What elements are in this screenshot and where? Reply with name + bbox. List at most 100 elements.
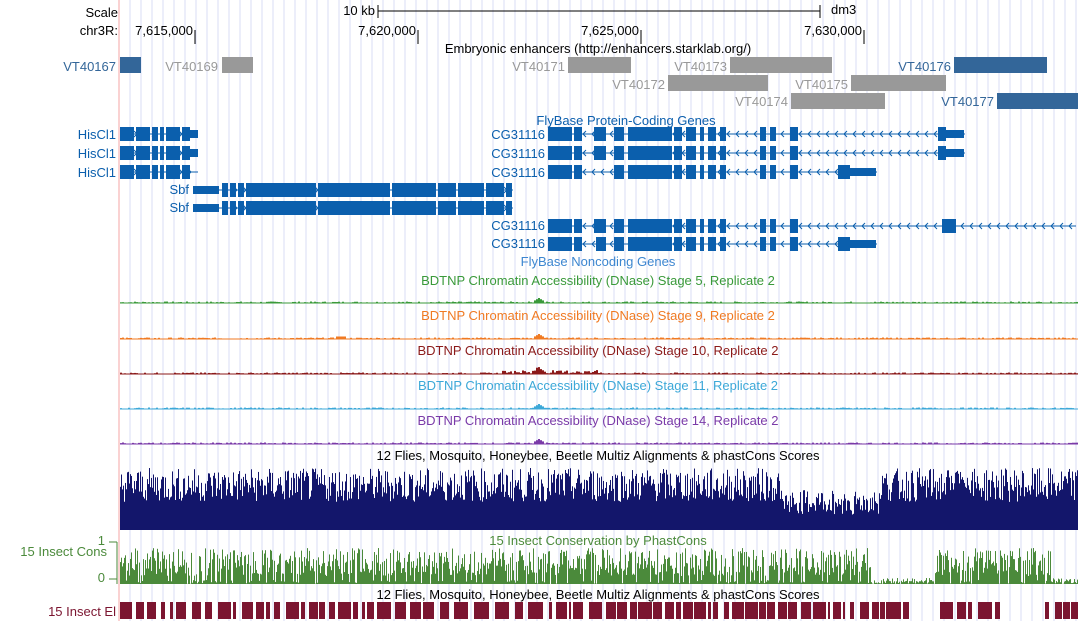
multiz-bar (755, 476, 756, 530)
conserved-element (218, 602, 231, 619)
strand-arrow (807, 149, 812, 157)
multiz-bar (879, 493, 880, 530)
gene-label[interactable]: CG31116 (491, 127, 545, 142)
conservation-bar (843, 573, 844, 584)
enhancer-feature[interactable] (730, 57, 832, 73)
signal-bar (842, 443, 844, 444)
conservation-bar (563, 551, 564, 584)
conservation-bar (291, 572, 292, 584)
enhancer-label[interactable]: VT40173 (674, 59, 727, 74)
multiz-bar (387, 471, 388, 530)
enhancer-feature[interactable] (222, 57, 253, 73)
multiz-bar (443, 490, 444, 530)
enhancer-label[interactable]: VT40175 (795, 77, 848, 92)
signal-bar (922, 407, 924, 409)
gene-label[interactable]: HisCl1 (78, 127, 116, 142)
conservation-bar (888, 579, 889, 584)
gene-label[interactable]: CG31116 (491, 165, 545, 180)
exon (166, 127, 180, 141)
side-label[interactable]: 15 Insect El (48, 604, 116, 619)
enhancer-label[interactable]: VT40174 (735, 94, 788, 109)
multiz-bar (585, 492, 586, 530)
multiz-bar (445, 499, 446, 530)
signal-bar (676, 337, 678, 339)
signal-bar (428, 372, 430, 374)
enhancers-track[interactable]: Embryonic enhancers (http://enhancers.st… (63, 41, 1078, 109)
enhancer-feature[interactable] (997, 93, 1078, 109)
enhancer-label[interactable]: VT40172 (612, 77, 665, 92)
multiz-bar (131, 475, 132, 530)
multiz-bar (724, 494, 725, 530)
signal-bar (1016, 337, 1018, 339)
signal-bar (976, 373, 978, 374)
signal-bar (742, 373, 744, 374)
multiz-track[interactable]: 12 Flies, Mosquito, Honeybee, Beetle Mul… (120, 448, 1078, 530)
gene-label[interactable]: HisCl1 (78, 146, 116, 161)
signal-bar (232, 443, 234, 444)
multiz-bar (928, 487, 929, 530)
enhancer-feature[interactable] (568, 57, 631, 73)
conservation-bar (164, 555, 165, 584)
multiz-bar (453, 497, 454, 530)
enhancer-label[interactable]: VT40177 (941, 94, 994, 109)
conserved-elements-track[interactable]: 12 Flies, Mosquito, Honeybee, Beetle Mul… (48, 587, 1078, 619)
conservation-bar (641, 552, 642, 584)
enhancer-feature[interactable] (954, 57, 1047, 73)
enhancer-label[interactable]: VT40169 (165, 59, 218, 74)
multiz-bar (126, 489, 127, 530)
signal-bar (708, 408, 710, 409)
gene-models[interactable] (120, 127, 1076, 251)
ruler-track[interactable]: Scale chr3R: 10 kb dm3 7,615,000 7,620,0… (80, 2, 865, 44)
multiz-bar (179, 498, 180, 530)
conserved-element (850, 602, 854, 619)
conservation-bar (730, 582, 731, 584)
conservation-bar (926, 578, 927, 584)
conservation-bar (432, 561, 433, 584)
multiz-bar (415, 487, 416, 530)
signal-bar (780, 338, 782, 339)
conservation-bar (219, 558, 220, 584)
enhancer-label[interactable]: VT40167 (63, 59, 116, 74)
signal-bar (718, 443, 720, 444)
signal-bar (986, 408, 988, 409)
gene-label[interactable]: Sbf (169, 182, 189, 197)
dnase-tracks[interactable]: BDTNP Chromatin Accessibility (DNase) St… (120, 273, 1078, 445)
conservation-bar (889, 581, 890, 584)
conservation-bar (1033, 548, 1034, 584)
conservation-track[interactable]: 15 Insect Conservation by PhastCons 15 I… (20, 533, 1078, 585)
exon (708, 237, 716, 251)
conservation-bar (499, 548, 500, 584)
conservation-bar (549, 551, 550, 584)
gene-label[interactable]: HisCl1 (78, 165, 116, 180)
side-label[interactable]: 15 Insect Cons (20, 544, 107, 559)
noncoding-genes-track[interactable]: FlyBase Noncoding Genes (521, 254, 676, 269)
multiz-bar (987, 500, 988, 530)
multiz-bar (434, 491, 435, 530)
enhancer-label[interactable]: VT40176 (898, 59, 951, 74)
multiz-bar (925, 476, 926, 530)
signal-bar (666, 337, 668, 339)
conservation-bar (517, 580, 518, 584)
signal-bar (642, 408, 644, 409)
gene-label[interactable]: CG31116 (491, 218, 545, 233)
enhancer-feature[interactable] (668, 75, 768, 91)
gene-label[interactable]: Sbf (169, 200, 189, 215)
signal-bar (982, 442, 984, 444)
conservation-bar (659, 572, 660, 584)
gene-label[interactable]: CG31116 (491, 146, 545, 161)
enhancer-feature[interactable] (791, 93, 885, 109)
signal-bar (914, 408, 916, 409)
strand-arrow (834, 130, 839, 138)
conservation-bar (326, 575, 327, 584)
protein-coding-genes-track[interactable]: FlyBase Protein-Coding Genes HisCl1 HisC… (78, 113, 1076, 251)
signal-bar (394, 443, 396, 444)
signal-bar (642, 301, 644, 303)
exon (438, 201, 456, 215)
enhancer-label[interactable]: VT40171 (512, 59, 565, 74)
enhancer-feature[interactable] (120, 57, 141, 73)
enhancer-feature[interactable] (851, 75, 946, 91)
multiz-bar (231, 495, 232, 530)
conservation-bar (201, 571, 202, 584)
conservation-bar (242, 565, 243, 584)
gene-label[interactable]: CG31116 (491, 236, 545, 251)
